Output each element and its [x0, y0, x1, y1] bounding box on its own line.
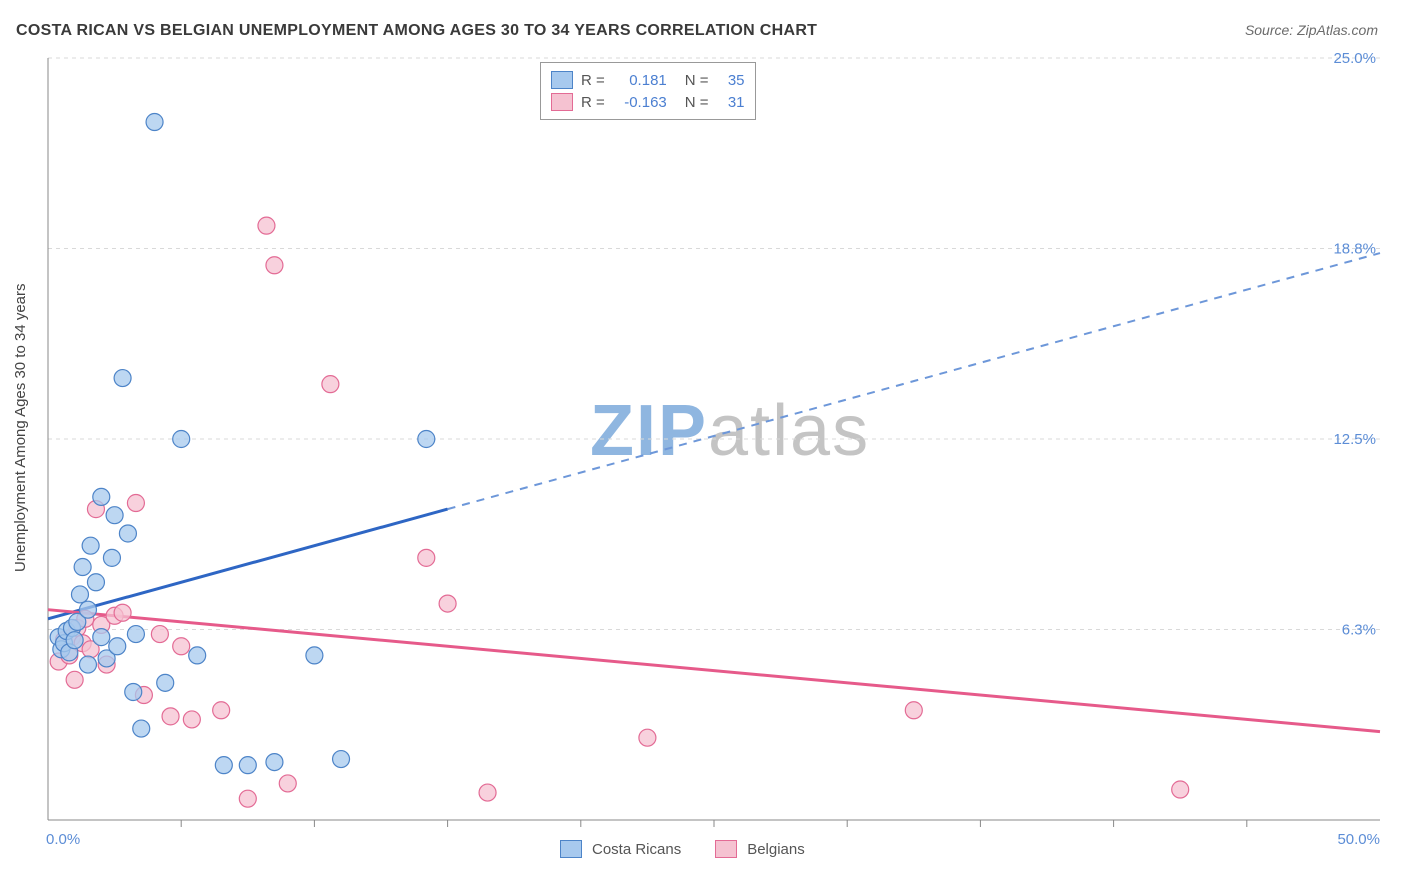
legend-row: R = -0.163 N = 31: [551, 91, 745, 113]
correlation-legend: R = 0.181 N = 35 R = -0.163 N = 31: [540, 62, 756, 120]
svg-text:6.3%: 6.3%: [1342, 622, 1376, 639]
n-value: 31: [717, 94, 745, 111]
svg-text:25.0%: 25.0%: [1333, 50, 1376, 67]
svg-text:50.0%: 50.0%: [1337, 831, 1380, 848]
legend-row: R = 0.181 N = 35: [551, 69, 745, 91]
svg-text:12.5%: 12.5%: [1333, 431, 1376, 448]
r-label: R =: [581, 94, 605, 111]
svg-text:0.0%: 0.0%: [46, 831, 80, 848]
legend-series-label: Costa Ricans: [592, 841, 681, 858]
r-value: 0.181: [613, 72, 667, 89]
legend-swatch: [560, 840, 582, 858]
r-label: R =: [581, 72, 605, 89]
legend-series-label: Belgians: [747, 841, 805, 858]
n-label: N =: [685, 72, 709, 89]
r-value: -0.163: [613, 94, 667, 111]
series-legend: Costa Ricans Belgians: [560, 840, 829, 858]
legend-swatch: [551, 71, 573, 89]
n-value: 35: [717, 72, 745, 89]
n-label: N =: [685, 94, 709, 111]
legend-swatch: [715, 840, 737, 858]
svg-text:18.8%: 18.8%: [1333, 241, 1376, 258]
legend-swatch: [551, 93, 573, 111]
scatter-chart: 6.3% 12.5% 18.8% 25.0% 0.0% 50.0%: [0, 0, 1406, 892]
